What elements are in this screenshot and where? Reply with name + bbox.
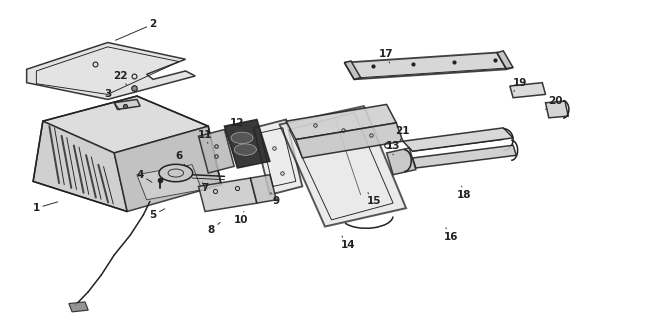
Text: 18: 18 [457, 186, 472, 200]
Polygon shape [198, 178, 257, 211]
Text: 13: 13 [386, 141, 400, 155]
Polygon shape [286, 104, 396, 139]
Circle shape [235, 144, 256, 155]
Polygon shape [69, 302, 88, 312]
Text: 17: 17 [380, 49, 394, 63]
Polygon shape [510, 83, 545, 98]
Text: 14: 14 [341, 236, 355, 250]
Text: 8: 8 [208, 222, 220, 235]
Text: 7: 7 [202, 183, 209, 193]
Polygon shape [280, 106, 406, 226]
Circle shape [159, 164, 192, 182]
Text: 12: 12 [230, 118, 244, 132]
Text: 22: 22 [114, 71, 128, 85]
Polygon shape [413, 145, 516, 168]
Polygon shape [114, 126, 221, 211]
Polygon shape [224, 120, 270, 168]
Polygon shape [137, 165, 202, 200]
Circle shape [231, 132, 253, 143]
Text: 20: 20 [545, 96, 562, 110]
Text: 15: 15 [367, 193, 381, 206]
Polygon shape [198, 129, 234, 173]
Text: 10: 10 [233, 211, 248, 225]
Text: 21: 21 [396, 126, 410, 141]
Text: 5: 5 [150, 209, 165, 220]
Text: 19: 19 [512, 78, 527, 91]
Polygon shape [344, 61, 361, 79]
Polygon shape [497, 51, 513, 69]
Text: 9: 9 [270, 193, 280, 206]
Polygon shape [27, 43, 195, 99]
Polygon shape [114, 99, 140, 110]
Text: 1: 1 [32, 202, 58, 213]
Polygon shape [296, 123, 403, 158]
Text: 3: 3 [104, 89, 120, 110]
Polygon shape [387, 148, 416, 175]
Text: 4: 4 [136, 170, 152, 182]
Polygon shape [344, 52, 506, 79]
Polygon shape [33, 121, 127, 211]
Polygon shape [545, 101, 568, 118]
Polygon shape [403, 128, 513, 151]
Text: 16: 16 [444, 228, 459, 242]
Text: 6: 6 [176, 151, 185, 165]
Text: 2: 2 [116, 19, 157, 40]
Polygon shape [254, 120, 302, 195]
Text: 11: 11 [198, 130, 213, 143]
Polygon shape [43, 96, 208, 153]
Polygon shape [250, 175, 276, 203]
